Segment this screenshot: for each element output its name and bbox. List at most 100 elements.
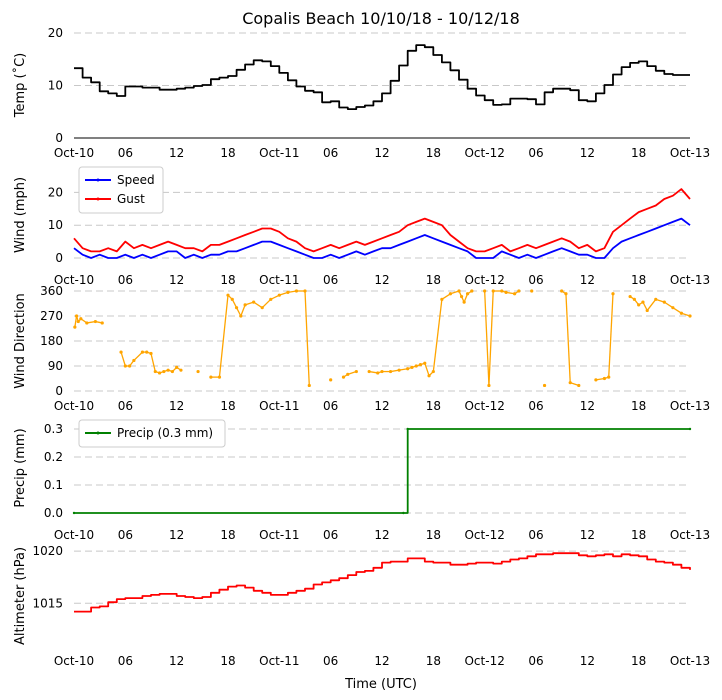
x-tick-label: 06 [528, 654, 543, 668]
x-tick-label: 12 [169, 273, 184, 287]
y-tick-label: 0 [55, 251, 63, 265]
x-tick-label: 18 [631, 528, 646, 542]
direction-segment [646, 298, 657, 311]
x-tick-label: Oct-12 [464, 654, 504, 668]
direction-point [329, 378, 333, 382]
direction-segment [80, 318, 88, 324]
precip-point [72, 511, 76, 515]
y-axis-title: Wind Direction [13, 293, 28, 389]
direction-segment [231, 299, 238, 308]
x-tick-label: 18 [426, 528, 441, 542]
y-tick-label: 360 [40, 284, 63, 298]
x-tick-label: 18 [426, 654, 441, 668]
y-axis-title: Wind (mph) [13, 177, 28, 253]
direction-segment [672, 307, 682, 314]
direction-segment [501, 290, 507, 294]
y-tick-label: 0 [55, 384, 63, 398]
direction-segment [432, 299, 443, 372]
x-tick-label: 18 [220, 528, 235, 542]
x-tick-label: 06 [118, 654, 133, 668]
direction-segment [167, 369, 173, 373]
legend-wind: Speed Gust [78, 166, 164, 214]
direction-segment [420, 362, 425, 366]
direction-point [196, 369, 200, 374]
direction-segment [95, 320, 103, 324]
legend-marker [96, 197, 100, 201]
y-tick-label: 0.2 [44, 450, 63, 464]
direction-segment [424, 363, 430, 376]
direction-segment [390, 369, 400, 373]
y-axis-title: Temp (˚C) [12, 53, 28, 119]
y-tick-label: 1015 [32, 596, 63, 610]
x-tick-label: 18 [631, 654, 646, 668]
direction-segment [150, 353, 156, 372]
direction-segment [253, 301, 263, 309]
x-tick-label: 18 [220, 146, 235, 160]
legend-marker [96, 431, 100, 435]
direction-segment [416, 363, 421, 367]
precip-point [688, 427, 692, 431]
direction-segment [561, 290, 567, 295]
legend-box [78, 166, 164, 214]
precip-point [402, 511, 405, 515]
direction-segment [484, 290, 490, 386]
direction-segment [120, 351, 126, 367]
direction-segment [369, 370, 378, 374]
direction-segment [343, 373, 349, 378]
x-tick-label: 12 [374, 273, 389, 287]
x-tick-label: Oct-10 [54, 146, 94, 160]
direction-segment [347, 370, 357, 375]
x-axis-title: Time (UTC) [344, 677, 417, 692]
direction-segment [75, 315, 79, 322]
x-tick-label: 06 [323, 654, 338, 668]
direction-segment [441, 293, 451, 300]
direction-segment [570, 382, 579, 387]
x-tick-label: Oct-12 [464, 528, 504, 542]
direction-segment [399, 368, 408, 371]
x-tick-label: 12 [169, 654, 184, 668]
y-axis-title: Altimeter (hPa) [13, 547, 28, 645]
direction-segment [460, 296, 465, 303]
x-tick-label: Oct-13 [670, 654, 710, 668]
x-tick-label: Oct-10 [54, 654, 94, 668]
direction-segment [595, 377, 605, 381]
x-tick-label: 06 [528, 146, 543, 160]
x-tick-label: 06 [528, 273, 543, 287]
direction-segment [77, 318, 82, 322]
direction-segment [608, 293, 614, 378]
x-tick-label: 12 [580, 528, 595, 542]
direction-segment [638, 301, 644, 306]
y-tick-label: 0.3 [44, 422, 63, 436]
direction-segment [261, 298, 272, 309]
direction-segment [159, 370, 165, 374]
legend-marker [96, 178, 100, 182]
x-tick-label: 18 [220, 654, 235, 668]
wind-series-speed [73, 217, 691, 259]
x-tick-label: 18 [631, 273, 646, 287]
x-tick-label: Oct-10 [54, 399, 94, 413]
direction-segment [663, 301, 674, 309]
x-tick-label: 06 [118, 399, 133, 413]
x-tick-label: 18 [426, 399, 441, 413]
x-tick-label: 06 [323, 399, 338, 413]
direction-segment [227, 294, 233, 300]
direction-segment [171, 366, 178, 373]
direction-segment [377, 370, 383, 374]
x-tick-label: 12 [169, 399, 184, 413]
precip-series-precip [74, 428, 690, 514]
y-tick-label: 0 [55, 131, 63, 145]
direction-segment [133, 351, 143, 361]
y-tick-label: 20 [48, 26, 63, 40]
direction-segment [411, 365, 417, 369]
direction-segment [287, 290, 297, 294]
legend-label: Speed [117, 173, 155, 187]
direction-segment [304, 290, 310, 386]
x-tick-label: Oct-12 [464, 146, 504, 160]
direction-segment [270, 294, 280, 300]
x-tick-label: 12 [374, 654, 389, 668]
y-tick-label: 10 [48, 218, 63, 232]
wind-series-gust [73, 188, 691, 253]
direction-segment [235, 307, 242, 317]
y-tick-label: 90 [48, 359, 63, 373]
x-tick-label: 12 [374, 146, 389, 160]
